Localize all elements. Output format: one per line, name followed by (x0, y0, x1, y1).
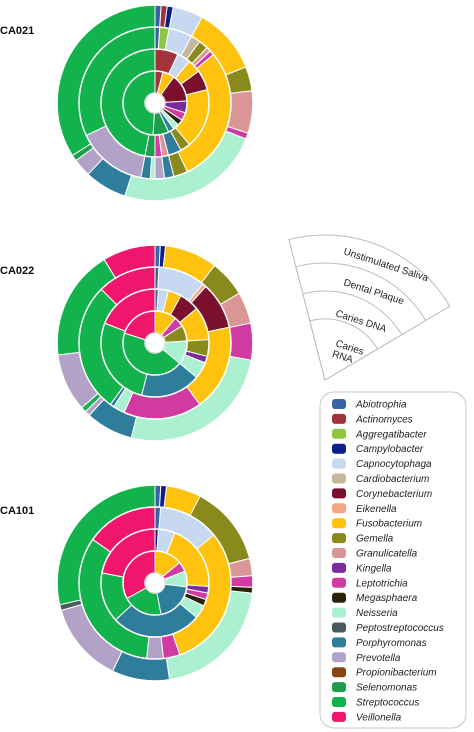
legend-swatch-eikenella (332, 503, 346, 514)
legend-label-aggregatibacter: Aggregatibacter (355, 429, 427, 440)
donut-ca021: CA021 (0, 4, 254, 202)
legend-label-streptococcus: Streptococcus (356, 698, 419, 709)
legend-swatch-granulicatella (332, 548, 346, 558)
legend-label-porphyromonas: Porphyromonas (356, 638, 427, 649)
donut-hole (144, 332, 166, 354)
donut-hole (144, 92, 166, 114)
legend-swatch-streptococcus (332, 697, 346, 707)
legend-label-gemella: Gemella (356, 534, 394, 545)
legend-swatch-leptotrichia (332, 577, 346, 588)
legend-label-veillonella: Veillonella (356, 712, 402, 723)
legend-label-eikenella: Eikenella (356, 504, 397, 515)
legend-label-capnocytophaga: Capnocytophaga (356, 459, 432, 470)
legend-label-propionibacterium: Propionibacterium (356, 668, 437, 679)
legend-swatch-selenomonas (332, 682, 346, 693)
legend: Abiotrophia Actinomyces Aggregatibacter Cam… (319, 391, 467, 729)
legend-label-granulicatella: Granulicatella (356, 549, 418, 560)
legend-swatch-kingella (332, 562, 346, 573)
legend-swatch-prevotella (332, 652, 346, 663)
legend-label-neisseria: Neisseria (356, 608, 398, 619)
legend-swatch-aggregatibacter (332, 428, 346, 439)
legend-label-megasphaera: Megasphaera (356, 593, 418, 604)
legend-swatch-corynebacterium (332, 488, 346, 499)
panel-label-ca021: CA021 (0, 25, 34, 37)
legend-swatch-porphyromonas (332, 637, 346, 648)
legend-swatch-neisseria (332, 607, 346, 618)
donut-ca101: CA101 (0, 484, 254, 682)
segment-ca101-ring1-leptotrichia (230, 575, 254, 588)
legend-label-campylobacter: Campylobacter (356, 444, 424, 455)
panel-label-ca101: CA101 (0, 505, 34, 517)
legend-swatch-megasphaera (332, 592, 346, 603)
ring-key-band-4 (309, 318, 379, 381)
legend-swatch-capnocytophaga (332, 458, 346, 469)
legend-label-peptostreptococcus: Peptostreptococcus (356, 623, 444, 634)
donut-hole (144, 572, 166, 594)
legend-label-prevotella: Prevotella (356, 653, 401, 664)
legend-swatch-peptostreptococcus (332, 622, 346, 633)
legend-label-selenomonas: Selenomonas (356, 683, 417, 694)
legend-label-cardiobacterium: Cardiobacterium (356, 474, 429, 485)
legend-label-corynebacterium: Corynebacterium (356, 489, 432, 500)
legend-box (319, 391, 467, 729)
legend-swatch-fusobacterium (332, 518, 346, 529)
panel-label-ca022: CA022 (0, 265, 34, 277)
legend-label-abiotrophia: Abiotrophia (355, 400, 407, 411)
segment-ca022-ring1-leptotrichia (228, 322, 254, 361)
legend-swatch-campylobacter (332, 443, 346, 454)
legend-label-fusobacterium: Fusobacterium (356, 519, 422, 530)
legend-label-actinomyces: Actinomyces (355, 414, 413, 425)
legend-swatch-gemella (332, 533, 346, 544)
legend-swatch-propionibacterium (332, 667, 346, 678)
legend-swatch-actinomyces (332, 413, 346, 424)
legend-swatch-abiotrophia (332, 399, 346, 409)
legend-swatch-veillonella (332, 711, 346, 722)
legend-swatch-cardiobacterium (332, 473, 346, 484)
donut-ca022: CA022 (0, 244, 254, 442)
legend-label-leptotrichia: Leptotrichia (356, 578, 408, 589)
legend-label-kingella: Kingella (356, 563, 392, 574)
